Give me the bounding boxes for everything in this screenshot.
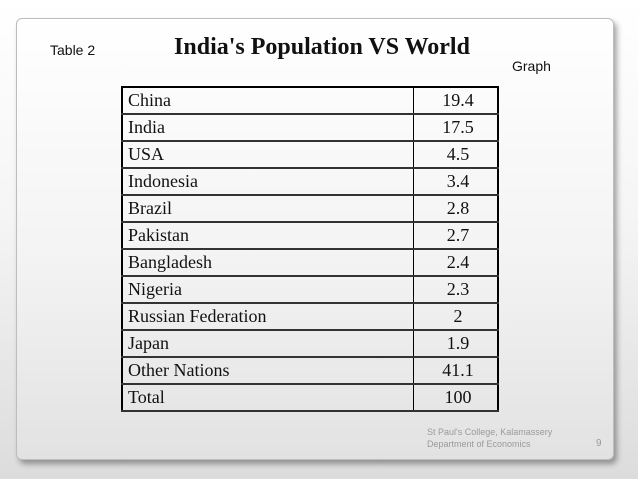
value-cell: 41.1 [413,356,499,385]
value-cell: 4.5 [413,140,499,169]
country-cell: Bangladesh [121,248,414,277]
footer-college: St Paul's College, Kalamassery [427,427,553,437]
value-cell: 17.5 [413,113,499,142]
table-row: India 17.5 [121,113,499,142]
value-cell: 2.4 [413,248,499,277]
value-cell: 19.4 [413,86,499,115]
page-number: 9 [596,438,602,449]
country-cell: China [121,86,414,115]
table-row: USA 4.5 [121,140,499,169]
table-row: Japan 1.9 [121,329,499,358]
country-cell: Pakistan [121,221,414,250]
value-cell: 2.3 [413,275,499,304]
slide-title: India's Population VS World [174,34,470,60]
graph-link[interactable]: Graph [512,58,551,74]
table-row: China 19.4 [121,86,499,115]
table-row: Pakistan 2.7 [121,221,499,250]
country-cell: Russian Federation [121,302,414,331]
table-label: Table 2 [50,42,96,58]
value-cell: 2 [413,302,499,331]
population-table: China 19.4 India 17.5 USA 4.5 Indonesia … [121,86,499,412]
footer-text: St Paul's College, Kalamassery Departmen… [427,426,552,450]
value-cell: 100 [413,383,499,412]
table-row-total: Total 100 [121,383,499,412]
country-cell: India [121,113,414,142]
value-cell: 2.8 [413,194,499,223]
country-cell: Nigeria [121,275,414,304]
table-row: Brazil 2.8 [121,194,499,223]
country-cell: Brazil [121,194,414,223]
table-row: Other Nations 41.1 [121,356,499,385]
country-cell: Total [121,383,414,412]
value-cell: 1.9 [413,329,499,358]
value-cell: 2.7 [413,221,499,250]
table-row: Russian Federation 2 [121,302,499,331]
table-row: Bangladesh 2.4 [121,248,499,277]
table-row: Indonesia 3.4 [121,167,499,196]
country-cell: Other Nations [121,356,414,385]
country-cell: USA [121,140,414,169]
footer-department: Department of Economics [427,439,531,449]
country-cell: Indonesia [121,167,414,196]
value-cell: 3.4 [413,167,499,196]
table-row: Nigeria 2.3 [121,275,499,304]
country-cell: Japan [121,329,414,358]
